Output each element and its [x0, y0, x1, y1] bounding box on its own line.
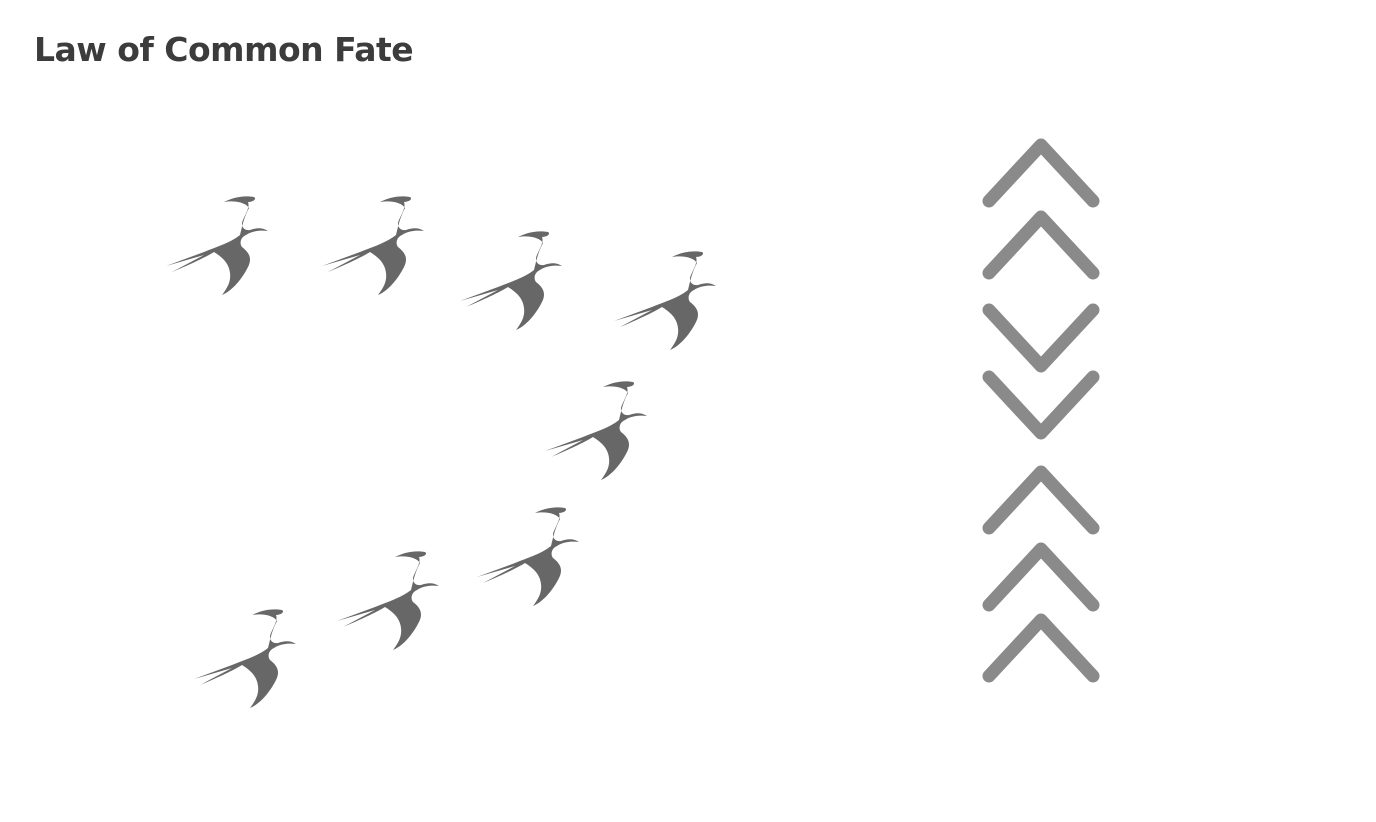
swallow-icon [337, 551, 439, 650]
swallow-icon [194, 609, 296, 708]
chevron-up-icon [982, 465, 1100, 535]
swallow-icon [614, 251, 716, 350]
chevron-up-icon [982, 542, 1100, 612]
chevron-up-icon [982, 210, 1100, 280]
swallow-icon [166, 196, 268, 295]
swallow-icon [545, 381, 647, 480]
chevron-up-icon [982, 138, 1100, 208]
swallow-icon [477, 507, 579, 606]
chevron-up-icon [982, 613, 1100, 683]
chevron-column [982, 138, 1100, 683]
bird-flock [166, 196, 716, 708]
swallow-icon [322, 196, 424, 295]
chevron-down-icon [982, 370, 1100, 440]
swallow-icon [460, 231, 562, 330]
chevron-down-icon [982, 303, 1100, 373]
page-title: Law of Common Fate [34, 30, 414, 69]
